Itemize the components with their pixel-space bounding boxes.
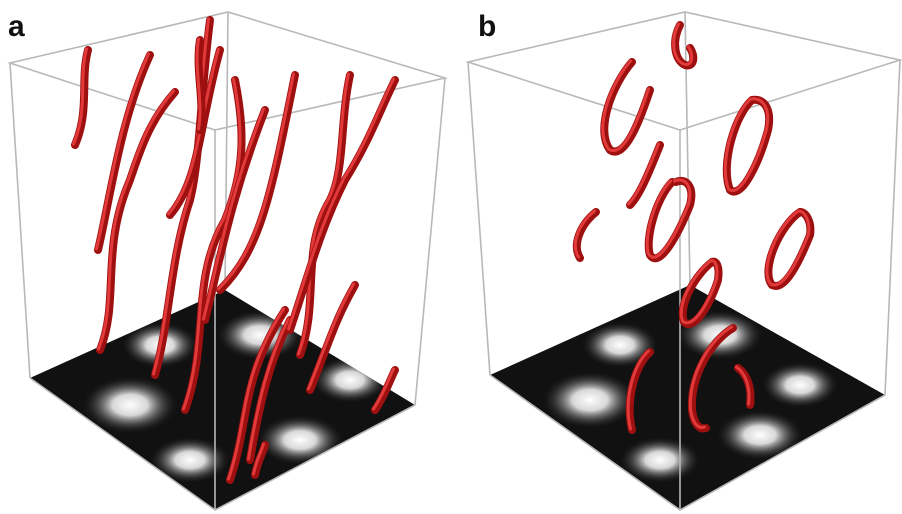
panel-label: a — [8, 10, 25, 43]
tube-highlight — [767, 211, 809, 285]
tube-highlight — [219, 74, 294, 289]
figure: a — [0, 0, 902, 514]
panel-a: a — [8, 10, 445, 510]
panel-label: b — [478, 10, 496, 43]
panel-b: b — [468, 10, 900, 510]
tube — [649, 181, 692, 258]
tube — [205, 110, 265, 320]
tube — [220, 75, 295, 290]
